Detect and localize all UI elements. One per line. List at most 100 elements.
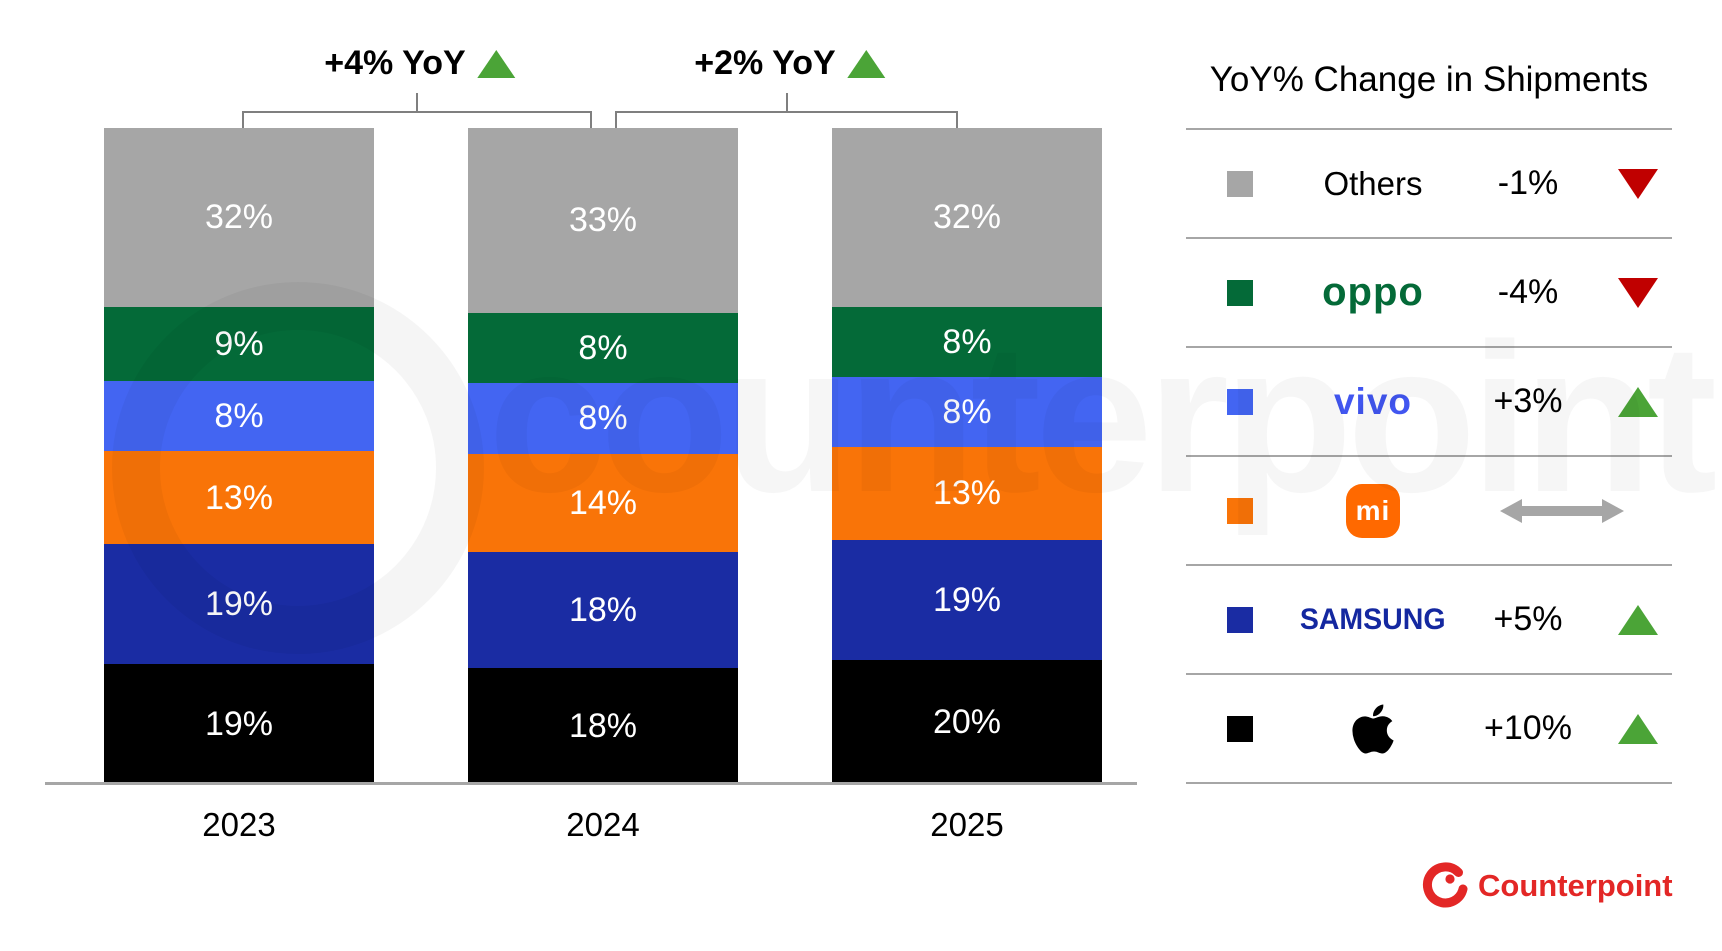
stacked-bar-2025: 32% 8% 8% 13% 19% 20% xyxy=(832,128,1102,784)
flat-arrow-icon xyxy=(1500,498,1624,523)
segment-value-label: 9% xyxy=(214,324,264,363)
legend-row-vivo: vivo +3% xyxy=(1186,348,1672,457)
bar-segment-xiaomi-2025: 13% xyxy=(832,446,1102,540)
apple-change-value: +10% xyxy=(1484,709,1572,747)
bar-segment-others-2024: 33% xyxy=(468,128,738,313)
others-logo: Others xyxy=(1323,164,1423,202)
legend-cell: mi xyxy=(1294,483,1452,538)
legend-cell xyxy=(1186,497,1294,524)
legend-row-samsung: SAMSUNG +5% xyxy=(1186,566,1672,675)
legend-row-xiaomi: mi xyxy=(1186,457,1672,566)
legend-cell xyxy=(1604,168,1672,199)
bar-segment-samsung-2024: 18% xyxy=(468,551,738,668)
legend-cell: vivo xyxy=(1294,381,1452,423)
bracket-stem xyxy=(785,93,788,112)
segment-value-label: 8% xyxy=(942,392,992,431)
counterpoint-logo-text: Counterpoint xyxy=(1478,868,1673,903)
bar-segment-samsung-2025: 19% xyxy=(832,539,1102,660)
legend-cell: +10% xyxy=(1452,709,1604,748)
bar-segment-oppo-2024: 8% xyxy=(468,312,738,384)
segment-value-label: 19% xyxy=(932,580,1002,619)
x-axis-label-2025: 2025 xyxy=(930,806,1004,843)
oppo-logo: oppo xyxy=(1322,270,1424,314)
segment-value-label: 14% xyxy=(568,483,638,522)
bar-segment-oppo-2023: 9% xyxy=(104,306,374,382)
bar-segment-oppo-2025: 8% xyxy=(832,306,1102,377)
up-triangle-icon xyxy=(847,49,886,78)
legend-cell xyxy=(1186,715,1294,742)
bar-segment-apple-2025: 20% xyxy=(832,659,1102,784)
legend-row-oppo: oppo -4% xyxy=(1186,239,1672,348)
legend-cell xyxy=(1186,170,1294,197)
up-triangle-icon xyxy=(1618,604,1658,635)
vivo-logo: vivo xyxy=(1333,380,1413,422)
yoy-annotation-text: +2% YoY xyxy=(694,44,836,82)
legend-cell xyxy=(1186,279,1294,306)
bar-segment-others-2025: 32% xyxy=(832,128,1102,307)
vivo-change-value: +3% xyxy=(1493,382,1563,420)
legend-row-others: Others -1% xyxy=(1186,130,1672,239)
apple-logo-icon xyxy=(1352,704,1394,753)
xiaomi-swatch xyxy=(1227,497,1253,524)
yoy-annotation-2025: +2% YoY xyxy=(694,44,886,83)
up-triangle-icon xyxy=(1618,713,1658,744)
yoy-bracket-2024-2025 xyxy=(615,93,958,128)
bar-segment-vivo-2024: 8% xyxy=(468,383,738,454)
vivo-swatch xyxy=(1227,388,1253,415)
samsung-swatch xyxy=(1227,606,1253,633)
segment-value-label: 13% xyxy=(932,474,1002,513)
legend-row-apple: +10% xyxy=(1186,675,1672,784)
down-triangle-icon xyxy=(1618,277,1658,308)
up-triangle-icon xyxy=(477,49,516,78)
legend-cell xyxy=(1604,277,1672,308)
yoy-annotation-text: +4% YoY xyxy=(324,44,466,82)
segment-value-label: 8% xyxy=(578,399,628,438)
counterpoint-logo: Counterpoint xyxy=(1420,862,1673,910)
legend-cell xyxy=(1294,701,1452,757)
legend-cell: -1% xyxy=(1452,164,1604,203)
yoy-bracket-2023-2024 xyxy=(242,93,592,128)
counterpoint-mark-icon xyxy=(1422,862,1468,908)
segment-value-label: 8% xyxy=(214,397,264,436)
stacked-bar-2024: 33% 8% 8% 14% 18% 18% xyxy=(468,128,738,785)
bar-segment-xiaomi-2024: 14% xyxy=(468,453,738,552)
segment-value-label: 19% xyxy=(204,585,274,624)
legend-title: YoY% Change in Shipments xyxy=(1209,60,1649,99)
segment-value-label: 13% xyxy=(204,478,274,517)
segment-value-label: 18% xyxy=(568,706,638,745)
bar-segment-vivo-2023: 8% xyxy=(104,381,374,452)
legend-cell: SAMSUNG xyxy=(1294,603,1452,637)
bar-segment-apple-2024: 18% xyxy=(468,667,738,785)
oppo-swatch xyxy=(1227,279,1253,306)
segment-value-label: 32% xyxy=(932,198,1002,237)
segment-value-label: 32% xyxy=(204,198,274,237)
yoy-annotation-2024: +4% YoY xyxy=(324,44,516,83)
apple-swatch xyxy=(1227,715,1253,742)
x-axis-label-2024: 2024 xyxy=(566,806,640,843)
legend-rows: Others -1% oppo -4% vivo +3% mi SAMSUNG +5% +10% xyxy=(1186,128,1672,784)
x-axis-line xyxy=(45,782,1137,785)
samsung-change-value: +5% xyxy=(1493,600,1563,638)
legend-cell xyxy=(1604,604,1672,635)
down-triangle-icon xyxy=(1618,168,1658,199)
legend-cell xyxy=(1604,386,1672,417)
segment-value-label: 18% xyxy=(568,590,638,629)
legend-cell: -4% xyxy=(1452,273,1604,312)
others-change-value: -1% xyxy=(1497,164,1559,202)
legend-cell: +3% xyxy=(1452,382,1604,421)
legend-cell: oppo xyxy=(1294,270,1452,315)
bar-segment-samsung-2023: 19% xyxy=(104,544,374,665)
segment-value-label: 33% xyxy=(568,201,638,240)
up-triangle-icon xyxy=(1618,386,1658,417)
others-swatch xyxy=(1227,170,1253,197)
samsung-logo: SAMSUNG xyxy=(1300,602,1446,636)
legend-cell xyxy=(1452,497,1672,525)
x-axis-label-2023: 2023 xyxy=(202,806,276,843)
legend-cell xyxy=(1604,713,1672,744)
bar-segment-vivo-2025: 8% xyxy=(832,376,1102,447)
legend-cell: Others xyxy=(1294,165,1452,203)
bracket-stem xyxy=(416,93,418,112)
oppo-change-value: -4% xyxy=(1497,273,1559,311)
legend-cell xyxy=(1186,606,1294,633)
